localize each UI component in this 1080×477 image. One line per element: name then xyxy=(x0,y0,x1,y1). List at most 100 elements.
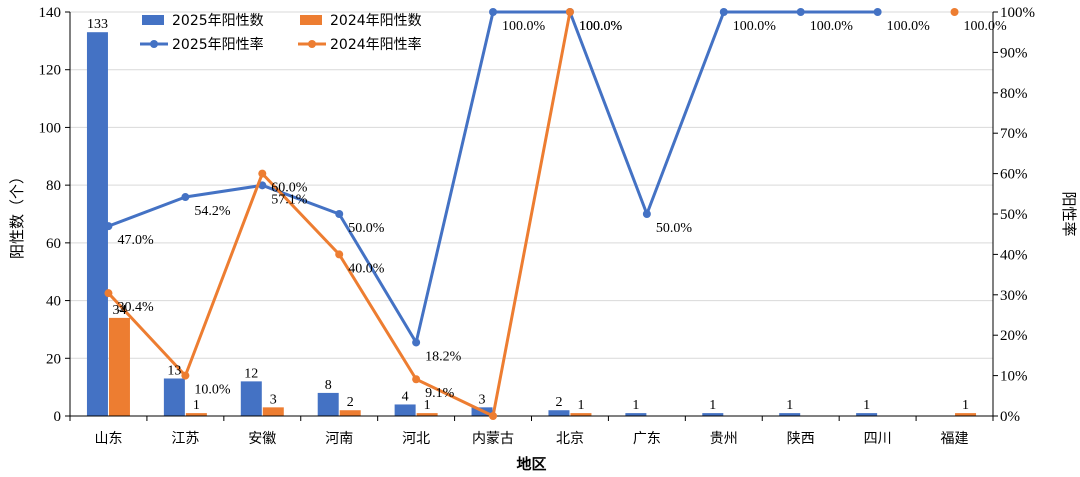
y2-tick-label: 80% xyxy=(1000,86,1028,102)
line-data-label: 54.2% xyxy=(194,204,231,219)
line-data-label: 50.0% xyxy=(348,221,385,236)
bar-data-label: 2 xyxy=(347,395,354,410)
legend-swatch-marker xyxy=(150,40,158,48)
bar xyxy=(779,413,801,416)
legend-label: 2024年阳性数 xyxy=(330,13,422,29)
legend-swatch-marker xyxy=(308,40,316,48)
line-data-label: 100.0% xyxy=(964,19,1008,34)
line-data-label: 10.0% xyxy=(194,383,231,398)
line-data-label: 100.0% xyxy=(810,19,854,34)
bar xyxy=(163,378,185,416)
line-data-label: 47.0% xyxy=(117,233,154,248)
bar xyxy=(317,392,339,416)
legend-label: 2025年阳性数 xyxy=(172,13,264,29)
bar-data-label: 3 xyxy=(479,392,486,407)
series-line xyxy=(107,10,878,344)
y2-tick-label: 20% xyxy=(1000,328,1028,344)
y2-tick-label: 100% xyxy=(1000,5,1035,21)
bar-data-label: 1 xyxy=(863,398,870,413)
line-point xyxy=(181,193,190,202)
bar-data-label: 2 xyxy=(555,395,562,410)
line-point xyxy=(104,222,113,231)
line-point xyxy=(950,8,959,16)
bar xyxy=(625,413,647,416)
bar xyxy=(394,404,416,416)
y-tick-label: 120 xyxy=(39,63,62,79)
bar-data-label: 1 xyxy=(709,398,716,413)
y-tick-label: 20 xyxy=(46,351,61,367)
line-point xyxy=(489,412,498,420)
line-point xyxy=(181,371,190,380)
legend-swatch xyxy=(300,15,322,25)
bar-data-label: 34 xyxy=(112,303,126,318)
bar-data-label: 1 xyxy=(962,398,969,413)
line-point xyxy=(412,375,421,384)
x-axis-title: 地区 xyxy=(516,455,546,473)
bar-data-label: 1 xyxy=(632,398,639,413)
line-point xyxy=(796,8,805,16)
bar xyxy=(240,381,262,416)
legend-label: 2025年阳性率 xyxy=(172,36,264,53)
line-point xyxy=(873,8,882,16)
line-point xyxy=(412,338,421,347)
y-tick-label: 80 xyxy=(46,178,61,194)
x-tick-label: 河北 xyxy=(402,431,430,447)
y-tick-label: 60 xyxy=(46,236,61,252)
y-tick-label: 140 xyxy=(39,5,62,21)
line-point xyxy=(565,8,574,16)
line-point xyxy=(642,210,651,218)
line-point xyxy=(489,8,498,16)
line-data-label: 50.0% xyxy=(656,221,693,236)
x-tick-label: 河南 xyxy=(325,431,353,447)
bar xyxy=(185,413,207,416)
line-data-label: 100.0% xyxy=(733,19,777,34)
bar xyxy=(339,410,361,416)
x-tick-label: 四川 xyxy=(864,431,892,447)
bar xyxy=(108,317,130,416)
bar xyxy=(416,413,438,416)
bar xyxy=(86,32,108,416)
bar-data-label: 1 xyxy=(193,398,200,413)
bar xyxy=(955,413,977,416)
x-tick-label: 福建 xyxy=(941,431,969,447)
y2-tick-label: 30% xyxy=(1000,288,1028,304)
y-axis-title: 阳性数（个） xyxy=(8,169,26,259)
line-data-label: 100.0% xyxy=(887,19,931,34)
bar-data-label: 1 xyxy=(577,398,584,413)
y2-tick-label: 0% xyxy=(1000,409,1020,425)
x-tick-label: 江苏 xyxy=(171,431,199,447)
bar-data-label: 13 xyxy=(167,363,181,378)
x-tick-label: 广东 xyxy=(633,431,661,447)
x-tick-label: 安徽 xyxy=(248,431,276,447)
bar-data-label: 8 xyxy=(325,378,332,393)
line-data-label: 30.4% xyxy=(117,300,154,315)
line-data-label: 40.0% xyxy=(348,261,385,276)
y2-axis-title: 阳性率 xyxy=(1060,191,1078,236)
line-data-label: 60.0% xyxy=(271,181,308,196)
y2-tick-label: 40% xyxy=(1000,247,1028,263)
bar xyxy=(702,413,724,416)
bar-data-label: 12 xyxy=(244,366,258,381)
x-tick-label: 贵州 xyxy=(710,431,738,447)
bar xyxy=(856,413,878,416)
bar-data-label: 1 xyxy=(424,398,431,413)
bar-data-label: 3 xyxy=(270,392,277,407)
line-data-label: 9.1% xyxy=(425,386,455,401)
y-tick-label: 0 xyxy=(54,409,62,425)
x-tick-label: 内蒙古 xyxy=(472,431,514,447)
y2-tick-label: 50% xyxy=(1000,207,1028,223)
line-point xyxy=(258,181,267,190)
y2-tick-label: 90% xyxy=(1000,45,1028,61)
legend-label: 2024年阳性率 xyxy=(330,36,422,53)
line-point xyxy=(104,289,113,298)
bar-data-label: 4 xyxy=(402,389,409,404)
x-tick-label: 山东 xyxy=(94,431,122,447)
line-data-label: 100.0% xyxy=(579,19,623,34)
line-data-label: 100.0% xyxy=(502,19,545,34)
line-point xyxy=(719,8,728,16)
bar xyxy=(548,410,570,416)
legend-swatch xyxy=(142,15,164,25)
bar-data-label: 1 xyxy=(786,398,793,413)
